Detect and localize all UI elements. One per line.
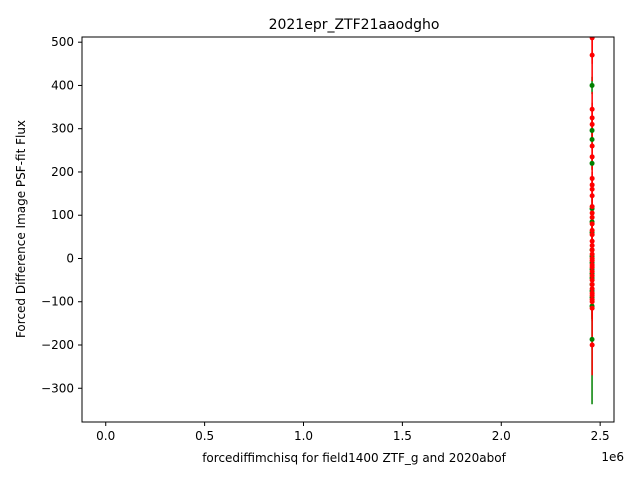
- x-tick-label: 2.0: [492, 429, 511, 443]
- data-point: [589, 154, 595, 160]
- data-point: [589, 82, 595, 88]
- data-point: [589, 106, 595, 112]
- data-point: [589, 243, 595, 249]
- data-point: [589, 238, 595, 244]
- data-point: [589, 286, 595, 292]
- x-tick-label: 0.0: [96, 429, 115, 443]
- plot-area: [589, 37, 595, 405]
- data-point: [589, 232, 595, 238]
- data-point: [589, 160, 595, 166]
- data-point: [589, 204, 595, 210]
- x-axis-offset-label: 1e6: [601, 450, 624, 464]
- data-point: [589, 273, 595, 279]
- x-axis: 0.0 0.5 1.0 1.5 2.0 2.5: [96, 422, 610, 443]
- series-points-1: [589, 37, 595, 348]
- data-point: [589, 37, 595, 41]
- y-tick-label: 200: [51, 165, 74, 179]
- y-axis-label: Forced Difference Image PSF-fit Flux: [14, 120, 28, 338]
- y-tick-label: 500: [51, 35, 74, 49]
- y-tick-label: −100: [41, 295, 74, 309]
- x-tick-label: 2.5: [591, 429, 610, 443]
- data-point: [589, 299, 595, 305]
- data-point: [589, 264, 595, 270]
- data-point: [589, 121, 595, 127]
- y-tick-label: 100: [51, 208, 74, 222]
- data-point: [589, 137, 595, 143]
- data-point: [589, 305, 595, 311]
- data-point: [589, 210, 595, 216]
- y-tick-label: 300: [51, 122, 74, 136]
- data-point: [589, 247, 595, 253]
- data-point: [589, 292, 595, 298]
- data-point: [589, 214, 595, 220]
- data-point: [589, 115, 595, 121]
- y-axis: −300 −200 −100 0 100 200 300 400 500: [41, 35, 82, 395]
- axes-frame: [81, 36, 615, 423]
- y-tick-label: −300: [41, 381, 74, 395]
- x-tick-label: 0.5: [195, 429, 214, 443]
- data-point: [589, 251, 595, 257]
- data-point: [589, 186, 595, 192]
- data-point: [589, 182, 595, 188]
- data-point: [589, 258, 595, 264]
- data-point: [589, 221, 595, 227]
- data-point: [589, 52, 595, 58]
- y-tick-label: 0: [66, 251, 74, 265]
- data-point: [589, 143, 595, 149]
- data-point: [589, 342, 595, 348]
- data-point: [589, 281, 595, 287]
- data-point: [589, 277, 595, 283]
- data-point: [589, 193, 595, 199]
- x-axis-label: forcediffimchisq for field1400 ZTF_g and…: [202, 451, 506, 465]
- data-point: [589, 227, 595, 233]
- data-point: [589, 127, 595, 133]
- plot-marks: [589, 37, 595, 405]
- data-point: [589, 268, 595, 274]
- y-tick-label: 400: [51, 78, 74, 92]
- data-point: [589, 336, 595, 342]
- x-tick-label: 1.0: [294, 429, 313, 443]
- x-tick-label: 1.5: [393, 429, 412, 443]
- data-point: [589, 175, 595, 181]
- chart-title: 2021epr_ZTF21aaodgho: [269, 17, 440, 33]
- y-tick-label: −200: [41, 338, 74, 352]
